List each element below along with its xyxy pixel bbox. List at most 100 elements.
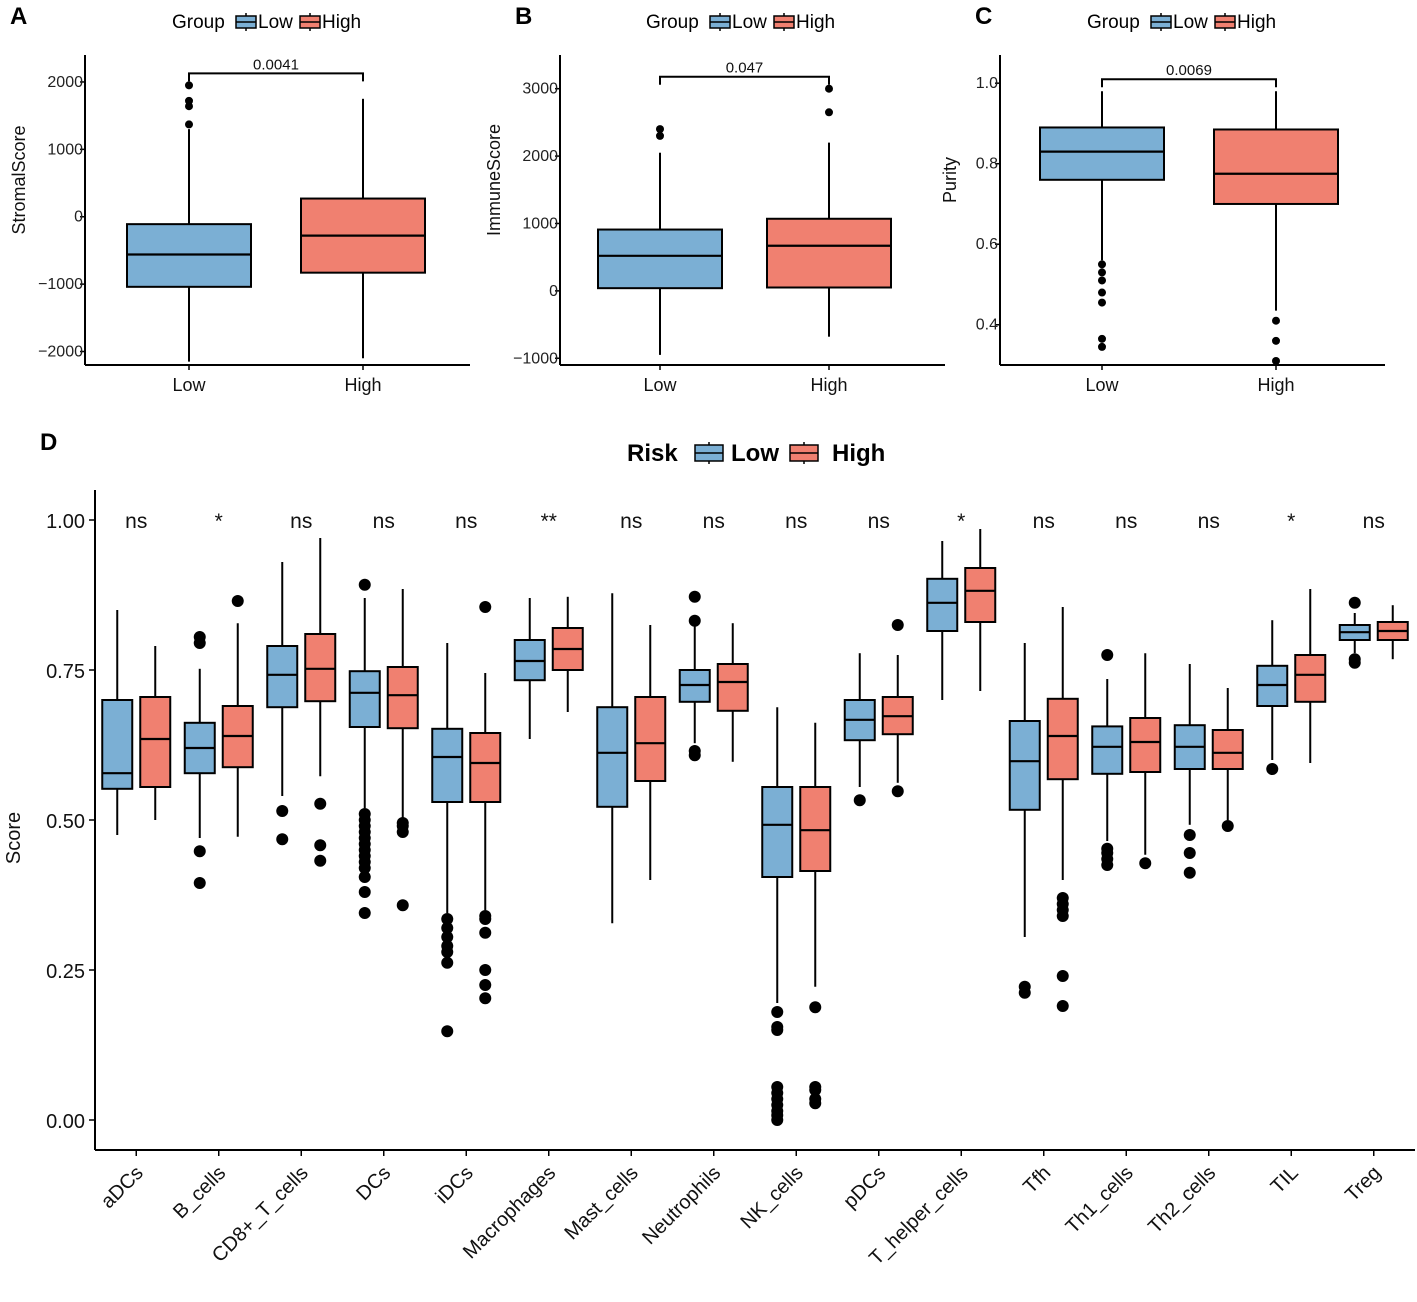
y-axis-title: StromalScore: [9, 125, 29, 234]
box-low-outlier-5: [1098, 334, 1106, 343]
significance-label: ns: [1033, 510, 1055, 533]
box-high-outlier-3: [396, 899, 409, 912]
category-dcs: DCs ns: [348, 510, 419, 1205]
box-low-outlier-1: [276, 833, 289, 846]
box-high-outlier-0: [1139, 857, 1152, 870]
box-high: [766, 84, 892, 337]
x-tick-label: Th2_cells: [1144, 1162, 1220, 1238]
panel-d: Risk Low High 0.00 0.25 0.50 0.75 1.00 Score aDCs…: [3, 440, 1415, 1270]
legend-title: Group: [646, 12, 699, 33]
box-low-outlier-4: [1101, 859, 1114, 871]
legend-key-low: [709, 13, 731, 31]
box-low-outlier-0: [441, 913, 454, 925]
x-tick-label: pDCs: [839, 1162, 890, 1213]
box-low-box: [266, 645, 299, 709]
box-low-outlier-2: [193, 845, 206, 858]
box-high: [386, 589, 419, 912]
box-low-outlier-1: [688, 614, 701, 627]
box-low-outlier-2: [1183, 866, 1196, 879]
category-til: TIL *: [1256, 510, 1327, 1198]
box-low-box: [101, 699, 134, 790]
panel-c: Group Low High 0.4 0.6 0.8 1.0 Purity Low High 0.0…: [940, 12, 1385, 395]
x-tick-label: NK_cells: [736, 1162, 807, 1233]
legend-key-low: [1150, 13, 1172, 31]
box-high-box: [716, 663, 749, 712]
legend-panel-d: Risk Low High: [627, 440, 885, 467]
y-tick-label: 0.4: [976, 317, 998, 334]
box-high-outlier-0: [1221, 820, 1234, 832]
y-tick-label: −2000: [38, 344, 83, 361]
panel-b: Group Low High −1000 0 1000 2000 3000 ImmuneScor…: [484, 12, 945, 395]
box-low-outlier-0: [1348, 596, 1361, 609]
box-low-outlier-0: [656, 125, 664, 134]
box-low-outlier-0: [1266, 763, 1279, 775]
box-low-outlier-3: [688, 749, 701, 762]
box-high-outlier-2: [314, 854, 327, 867]
significance-label: ns: [455, 510, 477, 533]
box-low: [597, 125, 723, 355]
box-high: [799, 722, 832, 1110]
box-low-outlier-6: [1098, 342, 1106, 351]
box-high: [716, 623, 749, 762]
box-high-outlier-3: [1056, 910, 1069, 922]
y-axis-title: Purity: [940, 157, 960, 203]
category-adcs: aDCs ns: [97, 510, 172, 1213]
box-low: [1091, 649, 1124, 871]
category-nk-cells: NK_cells ns: [736, 510, 832, 1233]
box-high: [1211, 688, 1244, 832]
legend-label-high: High: [322, 12, 361, 33]
box-low-outlier-1: [1098, 268, 1106, 277]
box-low-outlier-0: [1183, 829, 1196, 841]
significance-label: ns: [1115, 510, 1137, 533]
y-tick-label: 2000: [47, 74, 83, 91]
box-low-outlier-11: [358, 871, 371, 883]
box-low-box: [431, 727, 464, 803]
y-axis-title: Score: [3, 812, 25, 864]
box-high-outlier-1: [825, 108, 833, 117]
category-th2-cells: Th2_cells ns: [1144, 510, 1244, 1238]
panel-label-a: A: [10, 3, 27, 30]
box-low: [126, 81, 252, 362]
box-high: [634, 625, 667, 880]
x-tick-label: B_cells: [169, 1162, 230, 1223]
box-low-outlier-2: [1348, 656, 1361, 669]
box-low-outlier-4: [441, 946, 454, 958]
box-high-outlier-4: [1056, 970, 1069, 982]
box-high-outlier-0: [891, 619, 904, 631]
legend-label-high: High: [832, 440, 885, 467]
y-tick-label: 0: [74, 209, 83, 226]
significance-label: ns: [1198, 510, 1220, 533]
panel-a: Group Low High −2000 −1000 0 1000 2000 StromalSc…: [9, 12, 470, 395]
box-low: [761, 707, 794, 1126]
box-low-outlier-0: [1098, 260, 1106, 269]
box-high-box: [1294, 654, 1327, 703]
box-high-box: [386, 666, 419, 730]
box-high-box: [1046, 697, 1079, 781]
panel-label-b: B: [515, 3, 532, 30]
box-low-box: [761, 786, 794, 878]
y-tick-label: 0.8: [976, 156, 998, 173]
box-high-outlier-0: [479, 601, 492, 613]
box-low: [596, 593, 629, 924]
box-low-box: [597, 228, 723, 290]
box-low-outlier-3: [193, 877, 206, 889]
y-tick-label: 1.0: [976, 75, 998, 92]
significance-label: ns: [785, 510, 807, 533]
box-high: [1376, 605, 1409, 660]
box-high-outlier-0: [314, 797, 327, 810]
box-low-outlier-0: [771, 1006, 784, 1018]
box-low-outlier-3: [1098, 288, 1106, 297]
significance-label: *: [215, 510, 223, 533]
box-low-outlier-2: [185, 102, 193, 111]
pvalue-bracket: 0.0041: [188, 56, 364, 82]
x-tick-label: High: [1257, 375, 1294, 395]
y-tick-label: 0.6: [976, 236, 998, 253]
box-low-outlier-3: [185, 120, 193, 129]
box-low-outlier-1: [1018, 986, 1031, 999]
legend-key-high: [773, 13, 795, 31]
x-tick-label: High: [344, 375, 381, 395]
box-high-outlier-1: [891, 785, 904, 798]
box-low: [431, 643, 464, 1038]
